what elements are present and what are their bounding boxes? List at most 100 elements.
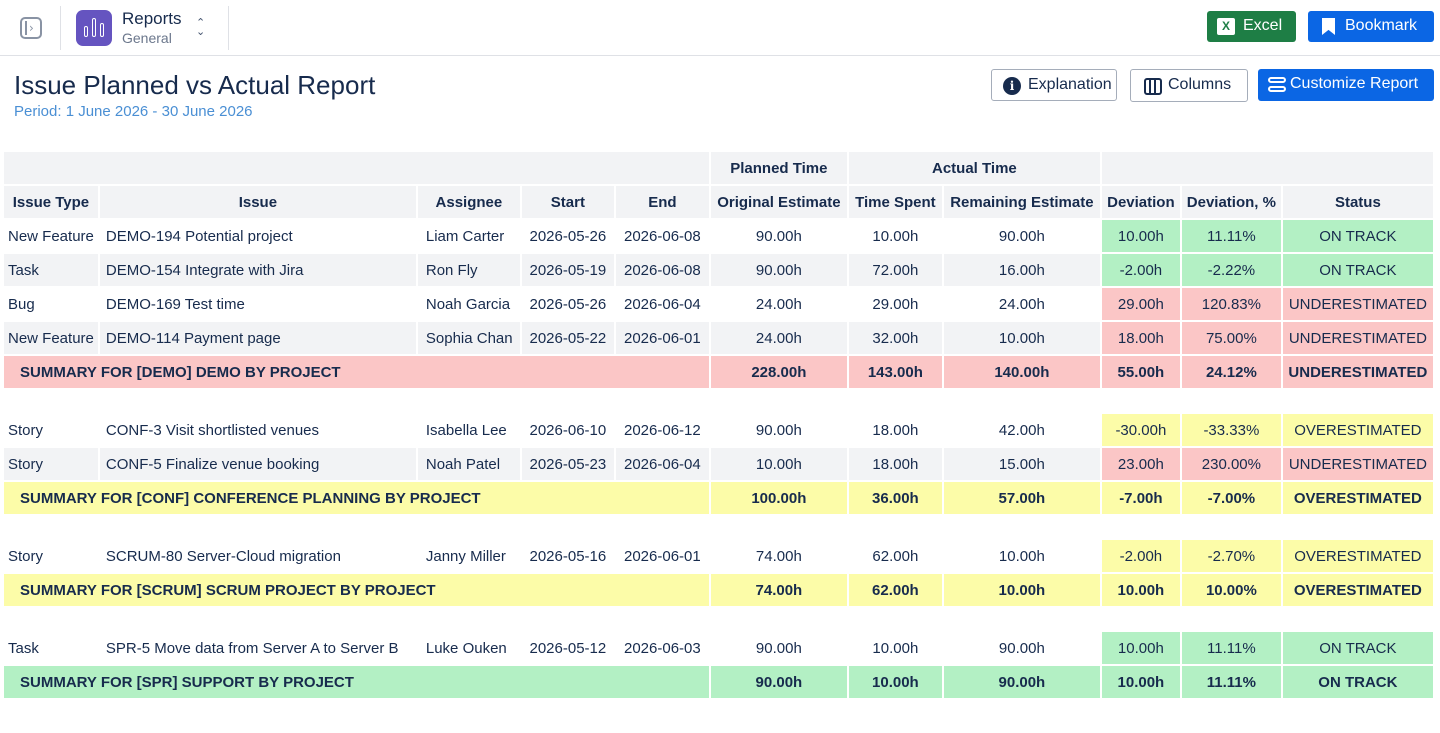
status-badge: ON TRACK bbox=[1282, 254, 1433, 286]
table-row[interactable]: Task SPR-5 Move data from Server A to Ser… bbox=[4, 632, 1433, 664]
start-cell: 2026-05-16 bbox=[529, 547, 607, 565]
start-cell: 2026-05-19 bbox=[521, 254, 614, 286]
group-header-blank bbox=[1101, 152, 1433, 184]
issue-cell: SCRUM-80 Server-Cloud migration bbox=[105, 547, 341, 565]
summary-remaining-estimate: 10.00h bbox=[943, 574, 1100, 606]
summary-label: SUMMARY FOR [DEMO] DEMO BY PROJECT bbox=[4, 356, 709, 388]
summary-original-estimate: 228.00h bbox=[710, 356, 847, 388]
column-header-assignee[interactable]: Assignee bbox=[417, 186, 520, 218]
spacer-cell bbox=[4, 608, 1433, 630]
assignee-cell: Noah Garcia bbox=[425, 295, 511, 313]
summary-deviation: 55.00h bbox=[1101, 356, 1180, 388]
bookmark-label: Bookmark bbox=[1345, 17, 1418, 34]
remaining-estimate-cell: 90.00h bbox=[998, 227, 1045, 245]
summary-remaining-estimate: 140.00h bbox=[943, 356, 1100, 388]
app-subtitle: General bbox=[122, 30, 172, 46]
start-cell: 2026-05-26 bbox=[529, 227, 607, 245]
column-header-status[interactable]: Status bbox=[1282, 186, 1433, 218]
column-header-issue-type[interactable]: Issue Type bbox=[4, 186, 98, 218]
column-header-original-estimate[interactable]: Original Estimate bbox=[710, 186, 847, 218]
summary-row: SUMMARY FOR [DEMO] DEMO BY PROJECT 228.00… bbox=[4, 356, 1433, 388]
table-row[interactable]: Story CONF-3 Visit shortlisted venues Isab… bbox=[4, 414, 1433, 446]
remaining-estimate-cell: 15.00h bbox=[943, 448, 1100, 480]
end-cell: 2026-06-01 bbox=[624, 547, 701, 565]
original-estimate-cell: 74.00h bbox=[755, 547, 802, 565]
summary-original-estimate: 90.00h bbox=[710, 666, 847, 698]
customize-label: Customize Report bbox=[1290, 75, 1419, 92]
status-badge: UNDERESTIMATED bbox=[1282, 448, 1433, 480]
summary-time-spent: 36.00h bbox=[848, 482, 942, 514]
status-badge: UNDERESTIMATED bbox=[1282, 322, 1433, 354]
summary-remaining-estimate: 57.00h bbox=[943, 482, 1100, 514]
summary-remaining-estimate: 90.00h bbox=[943, 666, 1100, 698]
summary-row: SUMMARY FOR [CONF] CONFERENCE PLANNING B… bbox=[4, 482, 1433, 514]
spacer-cell bbox=[4, 516, 1433, 538]
original-estimate-cell: 90.00h bbox=[710, 254, 847, 286]
status-badge: UNDERESTIMATED bbox=[1282, 288, 1433, 320]
deviation-cell: 18.00h bbox=[1101, 322, 1180, 354]
deviation-pct-cell: -33.33% bbox=[1181, 414, 1281, 446]
report-body: New Feature DEMO-194 Potential project Lia… bbox=[4, 220, 1433, 698]
column-header-remaining-estimate[interactable]: Remaining Estimate bbox=[943, 186, 1100, 218]
chevron-updown-icon: ⌃ ⌄ bbox=[196, 16, 206, 38]
end-cell: 2026-06-01 bbox=[615, 322, 709, 354]
deviation-cell: 10.00h bbox=[1101, 220, 1180, 252]
bookmark-button[interactable]: Bookmark bbox=[1308, 11, 1434, 42]
columns-label: Columns bbox=[1168, 76, 1232, 93]
column-header-time-spent[interactable]: Time Spent bbox=[848, 186, 942, 218]
time-spent-cell: 32.00h bbox=[848, 322, 942, 354]
columns-icon bbox=[1144, 78, 1162, 95]
start-cell: 2026-06-10 bbox=[529, 421, 607, 439]
deviation-cell: -30.00h bbox=[1101, 414, 1180, 446]
settings-sliders-icon bbox=[1268, 77, 1286, 93]
explanation-button[interactable]: i Explanation bbox=[991, 69, 1117, 101]
table-row[interactable]: Bug DEMO-169 Test time Noah Garcia 2026-05-… bbox=[4, 288, 1433, 320]
issue-type-cell: Task bbox=[4, 254, 98, 286]
summary-deviation-pct: 11.11% bbox=[1181, 666, 1281, 698]
deviation-cell: 10.00h bbox=[1101, 632, 1180, 664]
remaining-estimate-cell: 90.00h bbox=[998, 639, 1045, 657]
column-header-issue[interactable]: Issue bbox=[99, 186, 416, 218]
assignee-cell: Ron Fly bbox=[417, 254, 520, 286]
column-header-deviation-pct[interactable]: Deviation, % bbox=[1181, 186, 1281, 218]
group-spacer bbox=[4, 390, 1433, 412]
summary-time-spent: 10.00h bbox=[848, 666, 942, 698]
customize-report-button[interactable]: Customize Report bbox=[1258, 69, 1434, 101]
column-header-deviation[interactable]: Deviation bbox=[1101, 186, 1180, 218]
status-badge: ON TRACK bbox=[1282, 632, 1433, 664]
columns-button[interactable]: Columns bbox=[1130, 69, 1248, 102]
original-estimate-cell: 90.00h bbox=[755, 421, 802, 439]
assignee-cell: Janny Miller bbox=[425, 547, 506, 565]
divider bbox=[228, 6, 229, 50]
column-header-end[interactable]: End bbox=[615, 186, 709, 218]
end-cell: 2026-06-08 bbox=[624, 227, 701, 245]
issue-type-cell: Task bbox=[8, 639, 39, 657]
original-estimate-cell: 90.00h bbox=[755, 227, 802, 245]
table-row[interactable]: New Feature DEMO-194 Potential project Lia… bbox=[4, 220, 1433, 252]
issue-type-cell: Story bbox=[8, 547, 44, 565]
summary-label: SUMMARY FOR [SCRUM] SCRUM PROJECT BY PRO… bbox=[4, 574, 709, 606]
issue-cell: CONF-3 Visit shortlisted venues bbox=[105, 421, 320, 439]
table-row[interactable]: New Feature DEMO-114 Payment page Sophia C… bbox=[4, 322, 1433, 354]
deviation-cell: -2.00h bbox=[1101, 254, 1180, 286]
table-row[interactable]: Story SCRUM-80 Server-Cloud migration Jann… bbox=[4, 540, 1433, 572]
start-cell: 2026-05-26 bbox=[529, 295, 607, 313]
group-spacer bbox=[4, 516, 1433, 538]
deviation-cell: 29.00h bbox=[1101, 288, 1180, 320]
column-header-start[interactable]: Start bbox=[521, 186, 614, 218]
status-badge: OVERESTIMATED bbox=[1282, 414, 1433, 446]
excel-export-button[interactable]: X Excel bbox=[1207, 11, 1296, 42]
column-header-row: Issue Type Issue Assignee Start End Original … bbox=[4, 186, 1433, 218]
table-row[interactable]: Task DEMO-154 Integrate with Jira Ron Fly 2… bbox=[4, 254, 1433, 286]
summary-status: ON TRACK bbox=[1282, 666, 1433, 698]
issue-type-cell: Story bbox=[8, 421, 44, 439]
status-badge: OVERESTIMATED bbox=[1282, 540, 1433, 572]
divider bbox=[60, 6, 61, 50]
sidebar-toggle-icon[interactable]: › bbox=[20, 17, 42, 39]
app-switcher[interactable]: Reports General ⌃ ⌄ bbox=[76, 8, 220, 48]
end-cell: 2026-06-04 bbox=[624, 295, 701, 313]
start-cell: 2026-05-22 bbox=[521, 322, 614, 354]
start-cell: 2026-05-23 bbox=[521, 448, 614, 480]
summary-original-estimate: 74.00h bbox=[710, 574, 847, 606]
table-row[interactable]: Story CONF-5 Finalize venue booking Noah P… bbox=[4, 448, 1433, 480]
